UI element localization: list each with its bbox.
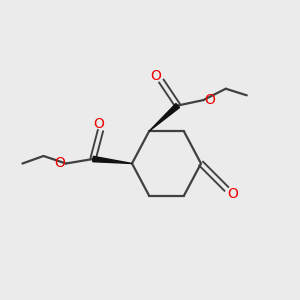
Polygon shape xyxy=(149,103,180,131)
Text: O: O xyxy=(204,93,215,107)
Text: O: O xyxy=(227,187,238,200)
Text: O: O xyxy=(54,156,65,170)
Text: O: O xyxy=(94,117,104,131)
Polygon shape xyxy=(93,156,132,164)
Text: O: O xyxy=(150,68,161,83)
